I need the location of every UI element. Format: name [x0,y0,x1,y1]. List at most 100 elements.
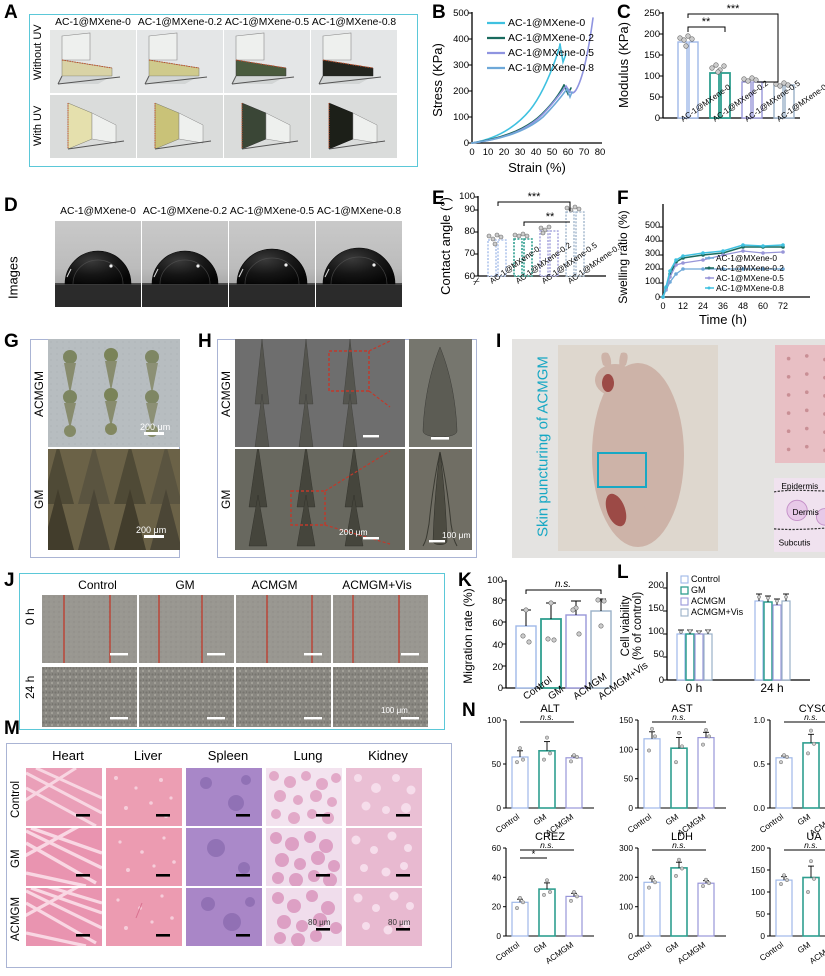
svg-text:30: 30 [515,147,526,158]
svg-text:48: 48 [738,301,748,311]
svg-text:GM: GM [795,939,812,955]
svg-text:100: 100 [459,191,475,202]
svg-text:80: 80 [595,147,606,158]
svg-text:90: 90 [464,204,475,215]
svg-text:300: 300 [645,248,660,258]
svg-text:400: 400 [453,34,469,45]
svg-text:0: 0 [496,803,501,813]
svg-text:n.s.: n.s. [540,840,554,850]
svg-text:1.0: 1.0 [753,715,765,725]
svg-text:80 μm: 80 μm [308,918,331,927]
svg-text:AC-1@MXene-0.8: AC-1@MXene-0.8 [508,62,594,74]
svg-text:60: 60 [758,301,768,311]
svg-text:0: 0 [660,301,665,311]
svg-text:Swelling ratio (%): Swelling ratio (%) [616,210,630,303]
svg-text:GM: GM [691,585,706,595]
svg-text:ACMGM+Vis: ACMGM+Vis [691,607,744,617]
svg-text:36: 36 [718,301,728,311]
svg-text:50: 50 [547,147,558,158]
svg-text:200: 200 [648,580,664,591]
svg-text:60: 60 [492,618,503,629]
svg-text:ACMGM: ACMGM [543,939,575,965]
svg-text:Stress (KPa): Stress (KPa) [430,43,445,117]
svg-text:20: 20 [499,147,510,158]
svg-text:AC-1@MXene-0.8: AC-1@MXene-0.8 [716,283,784,293]
svg-text:200: 200 [751,843,765,853]
svg-text:Control: Control [625,939,653,963]
svg-text:Migration rate (%): Migration rate (%) [461,588,475,683]
svg-text:150: 150 [751,865,765,875]
svg-text:100: 100 [648,626,664,637]
svg-text:70: 70 [464,248,475,259]
svg-text:50: 50 [653,649,664,660]
svg-text:**: ** [546,211,555,223]
svg-text:n.s.: n.s. [804,712,818,722]
svg-text:200 μm: 200 μm [339,527,368,537]
svg-text:n.s.: n.s. [555,579,571,590]
svg-text:AC-1@MXene-0.5: AC-1@MXene-0.5 [716,273,784,283]
svg-text:0: 0 [496,931,501,941]
svg-text:80 μm: 80 μm [388,918,411,927]
svg-text:100: 100 [619,902,633,912]
svg-text:***: *** [528,191,542,203]
svg-text:50: 50 [624,774,634,784]
svg-text:n.s.: n.s. [540,712,554,722]
svg-text:100 μm: 100 μm [442,530,471,540]
svg-text:72: 72 [778,301,788,311]
svg-text:ACMGM: ACMGM [675,939,707,965]
svg-text:20: 20 [492,902,502,912]
svg-text:10: 10 [483,147,494,158]
svg-text:0: 0 [469,147,474,158]
svg-text:50: 50 [649,92,660,103]
svg-text:500: 500 [645,220,660,230]
svg-text:150: 150 [648,603,664,614]
svg-text:0.5: 0.5 [753,759,765,769]
svg-text:**: ** [702,16,711,28]
svg-text:150: 150 [644,50,660,61]
svg-text:0: 0 [760,931,765,941]
svg-text:Subcutis: Subcutis [779,537,811,547]
svg-text:Control: Control [757,939,785,963]
svg-text:Control: Control [493,939,521,963]
svg-text:24 h: 24 h [760,681,783,695]
svg-text:ACMGM: ACMGM [691,596,726,606]
svg-text:500: 500 [453,8,469,19]
svg-text:AC-1@MXene-0.2: AC-1@MXene-0.2 [508,32,594,44]
svg-text:80: 80 [492,596,503,607]
svg-text:50: 50 [492,759,502,769]
svg-text:12: 12 [678,301,688,311]
svg-text:300: 300 [453,60,469,71]
svg-text:100: 100 [645,276,660,286]
svg-text:Strain (%): Strain (%) [508,160,566,175]
svg-text:200: 200 [619,872,633,882]
svg-text:50: 50 [756,909,766,919]
svg-text:0.0: 0.0 [753,803,765,813]
svg-text:60: 60 [492,843,502,853]
svg-text:AC-1@MXene-0: AC-1@MXene-0 [716,253,777,263]
svg-text:ACMGM: ACMGM [807,939,825,965]
svg-text:0: 0 [628,803,633,813]
svg-text:100: 100 [619,744,633,754]
svg-text:24: 24 [698,301,708,311]
svg-text:300: 300 [619,843,633,853]
svg-text:GM: GM [663,939,680,955]
svg-text:100: 100 [487,715,501,725]
svg-text:100: 100 [487,575,503,586]
svg-text:Dermis: Dermis [792,507,818,517]
svg-text:n.s.: n.s. [804,840,818,850]
svg-text:100: 100 [453,112,469,123]
svg-text:80: 80 [464,226,475,237]
svg-text:100: 100 [644,71,660,82]
svg-text:250: 250 [644,8,660,19]
svg-text:Contact angle (°): Contact angle (°) [438,197,453,295]
svg-text:70: 70 [579,147,590,158]
svg-text:200: 200 [453,86,469,97]
svg-text:⌿: ⌿ [473,276,480,288]
svg-text:200: 200 [645,262,660,272]
svg-text:Modulus (KPa): Modulus (KPa) [616,22,631,108]
svg-text:400: 400 [645,234,660,244]
svg-text:20: 20 [492,662,503,673]
svg-text:n.s.: n.s. [672,840,686,850]
svg-text:GM: GM [663,811,680,827]
svg-text:AC-1@MXene-0.2: AC-1@MXene-0.2 [716,263,784,273]
